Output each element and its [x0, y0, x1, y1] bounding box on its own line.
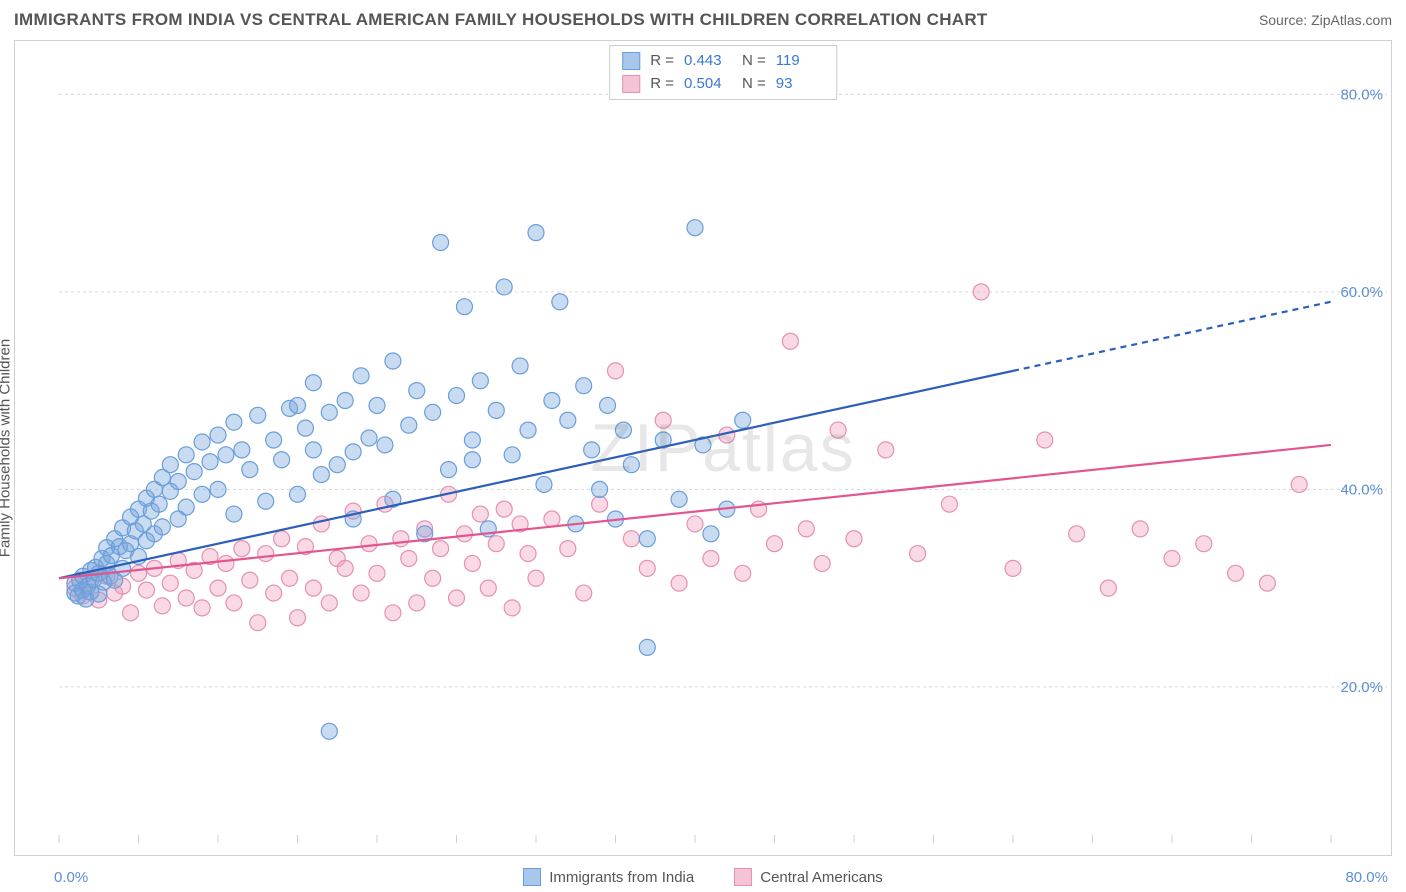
legend-label-a: Immigrants from India	[549, 869, 694, 886]
source-attribution: Source: ZipAtlas.com	[1259, 12, 1392, 28]
r-value-b: 0.504	[684, 73, 732, 96]
bottom-legend: Immigrants from India Central Americans	[0, 868, 1406, 886]
plot-area: 20.0%40.0%60.0%80.0% ZIPatlas R = 0.443 …	[55, 41, 1391, 855]
n-label-b: N =	[742, 73, 766, 96]
r-label-a: R =	[650, 50, 674, 73]
swatch-series-b	[622, 75, 640, 93]
swatch-series-a	[622, 52, 640, 70]
legend-item-b: Central Americans	[734, 868, 883, 886]
r-value-a: 0.443	[684, 50, 732, 73]
legend-item-a: Immigrants from India	[523, 868, 694, 886]
r-label-b: R =	[650, 73, 674, 96]
stats-legend-box: R = 0.443 N = 119 R = 0.504 N = 93	[609, 45, 837, 100]
legend-swatch-a	[523, 868, 541, 886]
chart-title: IMMIGRANTS FROM INDIA VS CENTRAL AMERICA…	[14, 10, 988, 30]
svg-text:20.0%: 20.0%	[1340, 679, 1383, 696]
stats-row-series-a: R = 0.443 N = 119	[622, 50, 824, 73]
legend-swatch-b	[734, 868, 752, 886]
chart-container: Family Households with Children 20.0%40.…	[14, 40, 1392, 856]
svg-text:80.0%: 80.0%	[1340, 86, 1383, 103]
y-axis-label: Family Households with Children	[0, 339, 14, 557]
stats-row-series-b: R = 0.504 N = 93	[622, 73, 824, 96]
n-value-a: 119	[776, 50, 824, 73]
svg-text:60.0%: 60.0%	[1340, 284, 1383, 301]
n-value-b: 93	[776, 73, 824, 96]
scatter-plot-svg: 20.0% 40.0% 60.0% 80.0%	[55, 41, 1391, 855]
svg-text:40.0%: 40.0%	[1340, 481, 1383, 498]
n-label-a: N =	[742, 50, 766, 73]
legend-label-b: Central Americans	[760, 869, 883, 886]
